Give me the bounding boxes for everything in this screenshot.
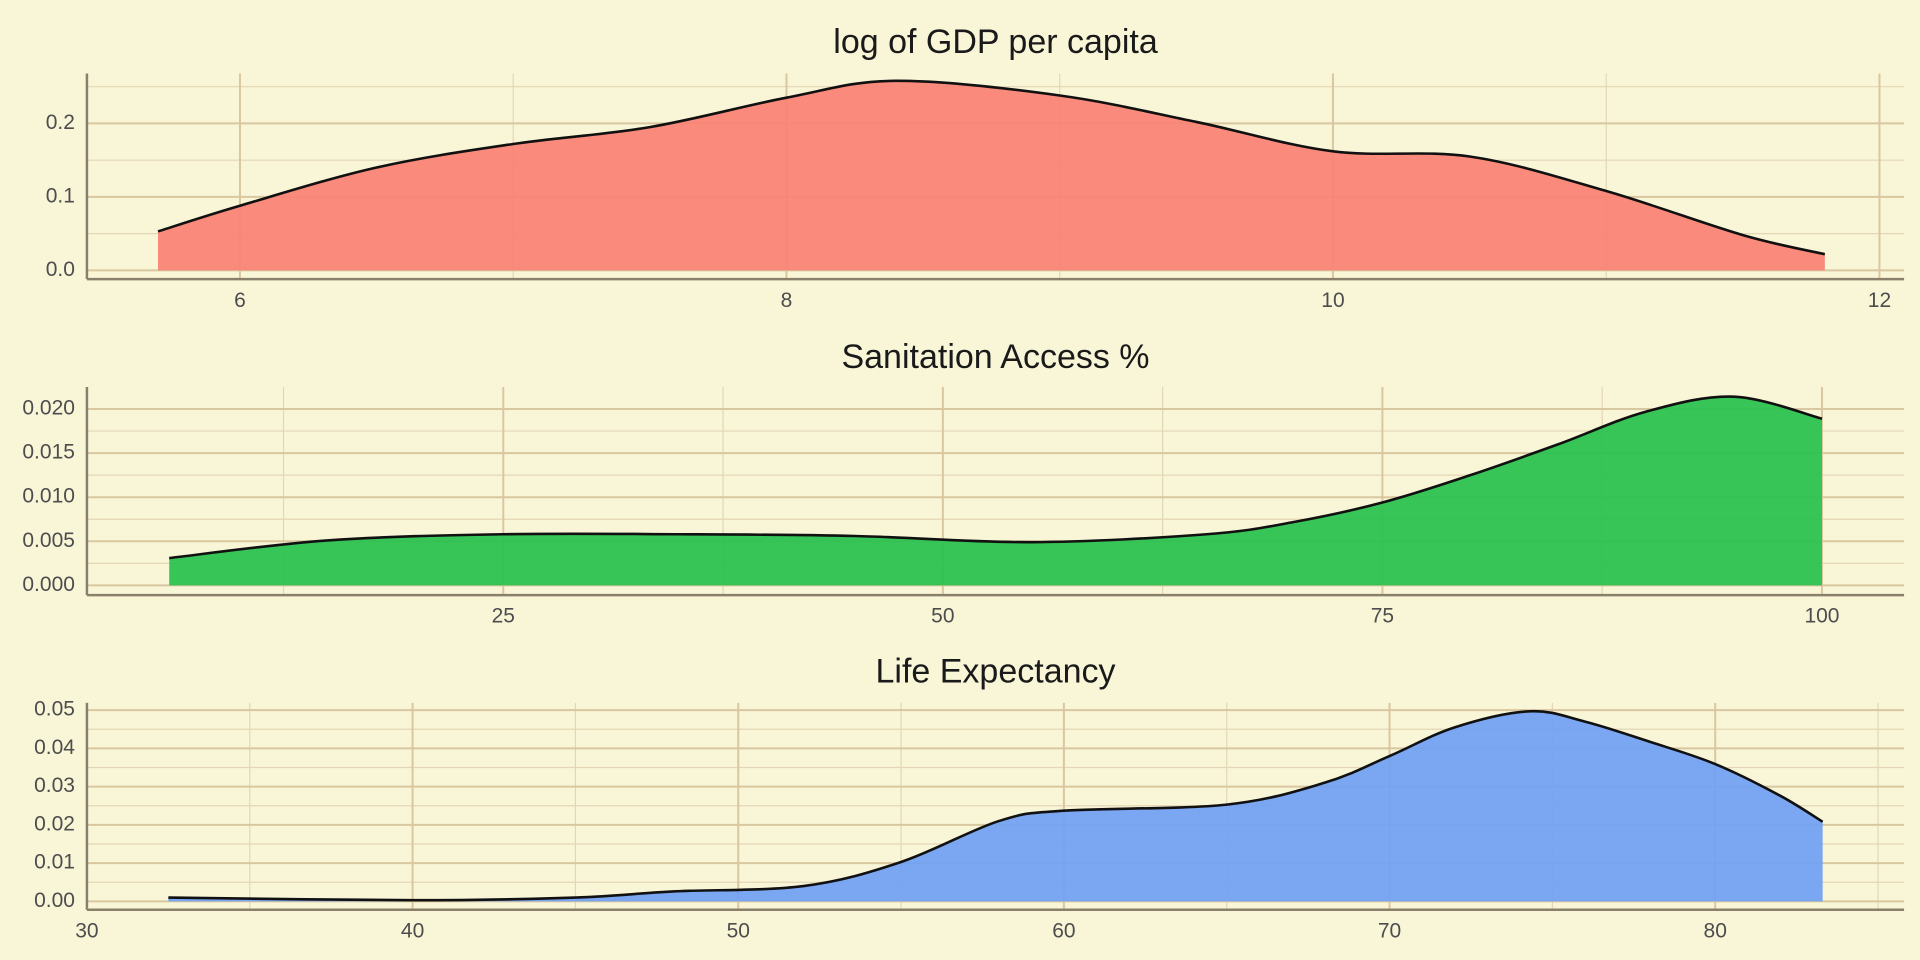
y-tick-label: 0.2 [46, 111, 75, 134]
x-tick-label: 75 [1371, 605, 1394, 628]
density-area [168, 711, 1823, 902]
chart-title: Sanitation Access % [841, 338, 1149, 376]
chart-title: Life Expectancy [875, 652, 1115, 690]
y-tick-label: 0.04 [34, 736, 75, 759]
y-tick-label: 0.010 [22, 485, 75, 508]
x-tick-label: 10 [1321, 289, 1344, 312]
density-area [157, 80, 1825, 271]
y-tick-label: 0.000 [22, 573, 75, 596]
y-tick-label: 0.01 [34, 851, 75, 874]
y-tick-label: 0.00 [34, 889, 75, 912]
density-line [168, 709, 1824, 902]
x-tick-label: 8 [781, 289, 793, 312]
x-tick-label: 60 [1052, 919, 1075, 942]
x-tick-label: 100 [1804, 605, 1839, 628]
x-tick-label: 70 [1378, 919, 1401, 942]
y-tick-label: 0.0 [46, 258, 75, 281]
y-tick-label: 0.05 [34, 698, 75, 721]
density-area [169, 396, 1822, 586]
x-tick-label: 25 [492, 605, 515, 628]
x-tick-label: 50 [727, 919, 750, 942]
x-tick-label: 6 [234, 289, 246, 312]
y-tick-label: 0.020 [22, 397, 75, 420]
density-line [169, 395, 1823, 560]
x-tick-label: 50 [931, 605, 954, 628]
y-tick-label: 0.1 [46, 184, 75, 207]
x-tick-label: 40 [401, 919, 424, 942]
x-tick-label: 80 [1704, 919, 1727, 942]
y-tick-label: 0.02 [34, 812, 75, 835]
density-line [157, 79, 1826, 256]
x-tick-label: 12 [1868, 289, 1891, 312]
y-tick-label: 0.03 [34, 774, 75, 797]
chart-title: log of GDP per capita [833, 23, 1158, 61]
y-tick-label: 0.005 [22, 529, 75, 552]
x-tick-label: 30 [75, 919, 98, 942]
y-tick-label: 0.015 [22, 441, 75, 464]
